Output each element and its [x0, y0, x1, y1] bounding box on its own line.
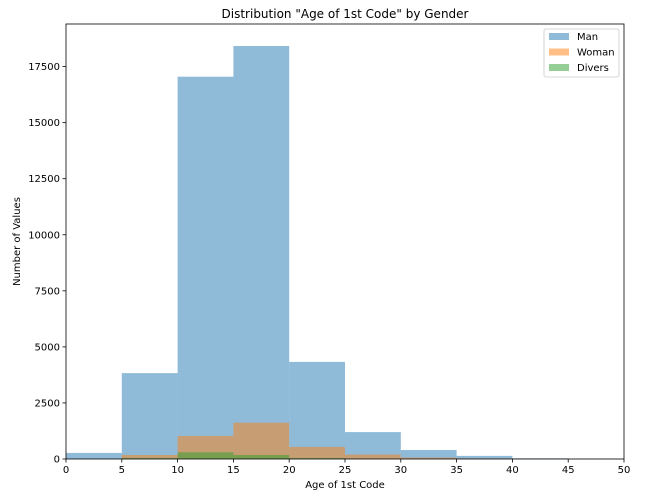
x-tick-label: 25	[339, 465, 352, 476]
y-tick-label: 10000	[28, 230, 60, 241]
x-tick-label: 15	[227, 465, 240, 476]
bar-divers-2	[233, 454, 290, 459]
y-tick-label: 17500	[28, 62, 60, 73]
chart-title: Distribution "Age of 1st Code" by Gender	[222, 7, 469, 21]
bar-divers-1	[177, 452, 234, 459]
legend-swatch-man	[549, 33, 569, 40]
y-tick-label: 15000	[28, 118, 60, 129]
legend-label-man: Man	[577, 32, 598, 43]
bar-woman-5	[400, 457, 457, 459]
legend-swatch-woman	[549, 48, 569, 56]
bar-woman-4	[345, 454, 401, 459]
x-tick-label: 45	[562, 465, 575, 476]
bar-divers-0	[121, 458, 178, 459]
legend: Man Woman Divers	[543, 28, 620, 78]
bar-man-4	[289, 361, 345, 459]
bar-man-3	[233, 45, 290, 459]
y-tick-label: 0	[54, 455, 60, 466]
bar-man-1	[121, 373, 178, 459]
legend-swatch-divers	[549, 64, 569, 71]
bar-man-2	[177, 76, 234, 459]
x-tick-label: 5	[119, 465, 125, 476]
legend-label-divers: Divers	[577, 63, 609, 74]
y-tick-label: 7500	[35, 286, 60, 297]
y-axis-ticks: 0 2500 5000 7500 10000 12500 15000 17500	[28, 62, 66, 466]
bar-woman-0	[121, 454, 178, 459]
bar-man-0	[66, 452, 122, 459]
x-axis-title: Age of 1st Code	[305, 480, 385, 491]
bar-man-6	[400, 450, 457, 459]
y-tick-label: 12500	[28, 174, 60, 185]
bar-woman-2	[233, 422, 290, 459]
bar-woman-3	[289, 446, 345, 459]
x-tick-label: 50	[618, 465, 631, 476]
x-axis-ticks: 0 5 10 15 20 25 30 35 40 45 50	[63, 459, 631, 476]
bar-man-7	[456, 455, 513, 459]
x-tick-label: 30	[394, 465, 407, 476]
x-tick-label: 20	[283, 465, 296, 476]
x-tick-label: 10	[171, 465, 184, 476]
x-tick-label: 0	[63, 465, 69, 476]
y-axis-title: Number of Values	[12, 197, 23, 286]
x-tick-label: 40	[506, 465, 519, 476]
y-tick-label: 5000	[35, 342, 60, 353]
legend-label-woman: Woman	[577, 48, 615, 59]
y-tick-label: 2500	[35, 398, 60, 409]
x-tick-label: 35	[450, 465, 463, 476]
bar-divers-3	[289, 458, 345, 459]
bars-layer	[66, 45, 624, 459]
